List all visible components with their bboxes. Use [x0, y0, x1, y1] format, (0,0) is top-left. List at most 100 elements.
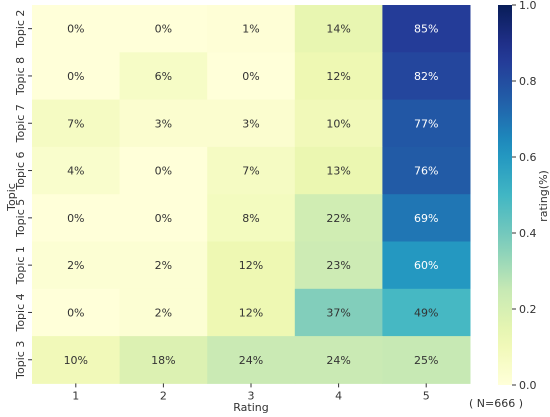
x-tick-label: 1 — [72, 389, 79, 402]
y-tick-label: Topic 3 — [14, 341, 27, 380]
x-tick-label: 2 — [160, 389, 167, 402]
colorbar-tick-label: 0.0 — [519, 379, 537, 392]
cell-value-label: 25% — [414, 354, 438, 367]
heatmap-cell — [119, 288, 208, 337]
heatmap-cell — [382, 241, 471, 290]
x-tick-label: 5 — [423, 389, 430, 402]
heatmap-cell — [294, 194, 383, 242]
heatmap-cell — [119, 5, 208, 53]
cell-value-label: 4% — [67, 165, 84, 178]
y-axis-label: Topic — [5, 183, 18, 212]
cell-value-label: 24% — [239, 354, 263, 367]
cell-value-label: 60% — [414, 259, 438, 272]
cell-value-label: 77% — [414, 117, 438, 130]
y-tick-label: Topic 5 — [14, 199, 27, 238]
colorbar — [498, 5, 512, 385]
cell-value-label: 10% — [326, 117, 350, 130]
heatmap-cell — [119, 194, 208, 242]
heatmap-cell — [207, 99, 296, 148]
heatmap-cell — [32, 146, 121, 195]
y-tick-label: Topic 2 — [14, 10, 27, 49]
cell-value-label: 0% — [155, 23, 172, 36]
cell-value-label: 24% — [326, 354, 350, 367]
cell-value-label: 22% — [326, 212, 350, 225]
heatmap-cell — [294, 52, 383, 101]
heatmap-cell — [119, 99, 208, 148]
cell-value-label: 7% — [67, 117, 84, 130]
cell-value-label: 2% — [155, 259, 172, 272]
cell-value-label: 2% — [67, 259, 84, 272]
heatmap-cell — [32, 336, 121, 384]
cell-value-label: 0% — [67, 70, 84, 83]
cell-value-label: 8% — [242, 212, 259, 225]
heatmap-cell — [294, 146, 383, 195]
x-tick-label: 4 — [335, 389, 342, 402]
cell-value-label: 1% — [242, 23, 259, 36]
cell-value-label: 23% — [326, 259, 350, 272]
y-axis-ticks: Topic 2 Topic 8 Topic 7 Topic 6 Topic 5 Topic… — [14, 10, 32, 380]
heatmap-cell — [294, 5, 383, 53]
cell-value-label: 0% — [67, 306, 84, 319]
cell-value-label: 7% — [242, 165, 259, 178]
cell-value-label: 0% — [242, 70, 259, 83]
cell-value-label: 69% — [414, 212, 438, 225]
cell-value-label: 10% — [64, 354, 88, 367]
heatmap-cell — [382, 5, 471, 53]
cell-value-label: 0% — [67, 212, 84, 225]
heatmap-cell — [294, 241, 383, 290]
colorbar-ticks: 0.0 0.2 0.4 0.6 0.8 1.0 — [512, 0, 537, 392]
y-tick-label: Topic 4 — [14, 293, 27, 332]
heatmap-cells — [32, 5, 471, 384]
heatmap-cell — [294, 336, 383, 384]
x-tick-label: 3 — [248, 389, 255, 402]
x-axis-label: Rating — [233, 401, 268, 414]
y-tick-label: Topic 6 — [14, 151, 27, 190]
heatmap-cell — [32, 99, 121, 148]
cell-value-label: 37% — [326, 306, 350, 319]
heatmap-cell — [382, 336, 471, 384]
heatmap-cell — [207, 241, 296, 290]
heatmap-cell — [382, 52, 471, 101]
cell-value-label: 2% — [155, 306, 172, 319]
cell-value-label: 49% — [414, 306, 438, 319]
cell-value-label: 12% — [326, 70, 350, 83]
cell-value-label: 12% — [239, 259, 263, 272]
cell-value-label: 0% — [67, 23, 84, 36]
heatmap-cell — [382, 99, 471, 148]
heatmap-cell — [32, 194, 121, 242]
cell-value-label: 0% — [155, 212, 172, 225]
heatmap-cell — [207, 194, 296, 242]
heatmap-cell — [294, 99, 383, 148]
cell-value-label: 3% — [242, 117, 259, 130]
heatmap-cell — [294, 288, 383, 337]
cell-value-label: 12% — [239, 306, 263, 319]
heatmap-cell — [207, 336, 296, 384]
heatmap-cell-labels: 0% 0% 1% 14% 85% 0% 6% 0% 12% 82% 7% 3% 3% 10% 77% 4% 0%… — [64, 23, 439, 367]
colorbar-tick-label: 0.8 — [519, 75, 537, 88]
cell-value-label: 6% — [155, 70, 172, 83]
y-tick-label: Topic 1 — [14, 246, 27, 285]
heatmap-cell — [119, 146, 208, 195]
sample-size-note: ( N=666 ) — [469, 397, 524, 410]
y-tick-label: Topic 8 — [14, 57, 27, 96]
cell-value-label: 76% — [414, 165, 438, 178]
heatmap-cell — [207, 52, 296, 101]
cell-value-label: 0% — [155, 165, 172, 178]
colorbar-tick-label: 0.2 — [519, 303, 537, 316]
heatmap-cell — [382, 194, 471, 242]
cell-value-label: 14% — [326, 23, 350, 36]
cell-value-label: 85% — [414, 23, 438, 36]
heatmap-cell — [32, 241, 121, 290]
cell-value-label: 3% — [155, 117, 172, 130]
heatmap-cell — [382, 288, 471, 337]
heatmap-cell — [119, 52, 208, 101]
heatmap-cell — [32, 5, 121, 53]
heatmap-cell — [207, 146, 296, 195]
cell-value-label: 82% — [414, 70, 438, 83]
heatmap-cell — [32, 52, 121, 101]
x-axis-ticks: 1 2 3 4 5 — [72, 383, 430, 402]
heatmap-cell — [207, 288, 296, 337]
colorbar-label: rating(%) — [537, 170, 550, 222]
y-tick-label: Topic 7 — [14, 104, 27, 143]
